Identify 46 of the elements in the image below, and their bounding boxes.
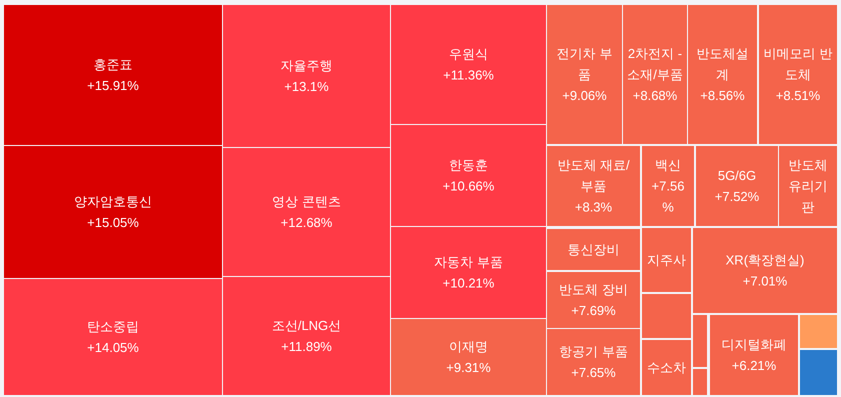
data-label: +13.1%: [284, 79, 330, 94]
category-label: 통신장비: [568, 242, 620, 257]
data-label: +8.68%: [632, 88, 678, 103]
data-label: +8.51%: [776, 88, 821, 103]
data-label: +9.06%: [562, 88, 608, 103]
category-label: 반도체 재료/부품: [557, 158, 630, 194]
data-label: +12.68%: [280, 215, 333, 230]
data-label: +15.91%: [87, 78, 140, 93]
data-label: +8.3%: [574, 200, 613, 214]
data-label: +7.52%: [714, 189, 760, 204]
category-label: 영상 콘텐츠: [272, 194, 341, 209]
category-label: 수소차: [647, 360, 686, 375]
data-label: +15.05%: [87, 215, 140, 230]
data-label: +8.56%: [700, 88, 746, 103]
data-label: +14.05%: [87, 340, 140, 355]
category-label: 자율주행: [280, 58, 332, 73]
category-label: 비메모리 반도체: [764, 46, 832, 82]
category-label: 조선/LNG선: [272, 318, 342, 333]
category-label: 반도체설계: [696, 46, 748, 82]
data-label: +7.65%: [571, 365, 616, 380]
category-label: 반도체 유리기판: [788, 158, 828, 214]
data-label: +7.56%: [652, 178, 684, 214]
category-label: 2차전지 - 소재/부품: [627, 46, 683, 82]
category-label: 반도체 장비: [559, 282, 628, 297]
category-label: 지주사: [647, 252, 686, 268]
category-label: 한동훈: [449, 158, 488, 172]
category-label: 백신: [655, 158, 681, 172]
data-label: +7.01%: [742, 274, 788, 288]
category-label: XR(확장현실): [726, 252, 804, 268]
category-label: 이재명: [449, 339, 488, 354]
data-label: +10.21%: [442, 276, 495, 290]
data-label: +11.36%: [443, 68, 494, 82]
data-label: +7.69%: [571, 303, 616, 318]
category-label: 양자암호통신: [74, 194, 152, 209]
category-label: 홍준표: [94, 57, 132, 72]
category-label: 탄소중립: [87, 319, 139, 334]
data-label: +10.66%: [442, 178, 495, 194]
category-label: 우원식: [449, 46, 488, 62]
data-label: +11.89%: [281, 339, 332, 354]
category-label: 자동차 부품: [434, 254, 503, 270]
category-label: 전기차 부품: [556, 46, 612, 82]
category-label: 항공기 부품: [559, 344, 628, 359]
category-label: 5G/6G: [718, 168, 756, 183]
category-label: 디지털화폐: [722, 337, 786, 352]
data-label: +6.21%: [732, 358, 777, 373]
data-label: +9.31%: [446, 360, 492, 375]
